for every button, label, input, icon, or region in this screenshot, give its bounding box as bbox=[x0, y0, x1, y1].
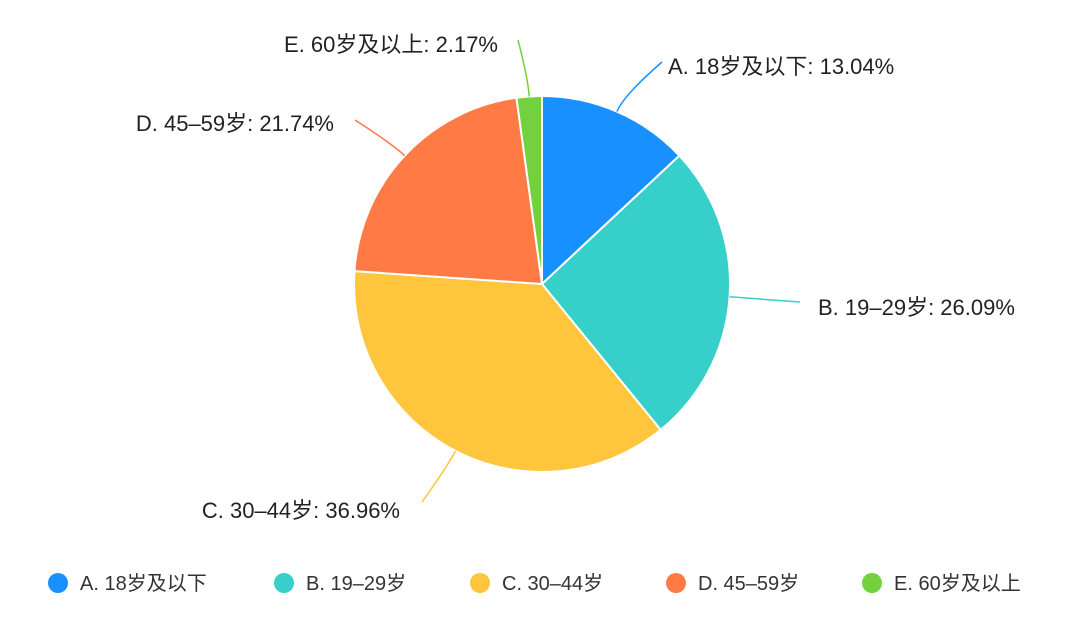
legend-marker-c bbox=[470, 573, 490, 593]
pie-slice-e[interactable] bbox=[515, 94, 543, 285]
data-labels: A. 18岁及以下: 13.04% B. 19–29岁: 26.09% C. 3… bbox=[136, 32, 1015, 523]
leader-line-c bbox=[421, 450, 457, 503]
legend: A. 18岁及以下 B. 19–29岁 C. 30–44岁 D. 45–59岁 … bbox=[48, 572, 1021, 595]
legend-label-a: A. 18岁及以下 bbox=[80, 572, 207, 595]
label-leader-lines bbox=[354, 39, 801, 503]
data-label-b: B. 19–29岁: 26.09% bbox=[818, 295, 1015, 320]
data-label-a: A. 18岁及以下: 13.04% bbox=[668, 54, 894, 79]
leader-line-d bbox=[354, 119, 406, 157]
legend-item-b[interactable]: B. 19–29岁 bbox=[274, 572, 406, 595]
pie-slice-b[interactable] bbox=[540, 154, 731, 432]
legend-item-a[interactable]: A. 18岁及以下 bbox=[48, 572, 207, 595]
legend-marker-e bbox=[862, 573, 882, 593]
pie-slices bbox=[353, 94, 731, 473]
data-label-d: D. 45–59岁: 21.74% bbox=[136, 111, 334, 136]
legend-label-c: C. 30–44岁 bbox=[502, 572, 603, 595]
pie-slice-d[interactable] bbox=[353, 96, 544, 286]
pie-slice-c[interactable] bbox=[353, 270, 663, 473]
legend-label-e: E. 60岁及以上 bbox=[894, 572, 1021, 595]
legend-label-b: B. 19–29岁 bbox=[306, 572, 406, 595]
legend-item-e[interactable]: E. 60岁及以上 bbox=[862, 572, 1021, 595]
leader-line-e bbox=[517, 39, 530, 97]
leader-line-a bbox=[616, 61, 663, 112]
legend-item-d[interactable]: D. 45–59岁 bbox=[666, 572, 799, 595]
leader-line-b bbox=[729, 296, 801, 303]
data-label-c: C. 30–44岁: 36.96% bbox=[202, 498, 400, 523]
legend-marker-a bbox=[48, 573, 68, 593]
legend-marker-b bbox=[274, 573, 294, 593]
legend-marker-d bbox=[666, 573, 686, 593]
data-label-e: E. 60岁及以上: 2.17% bbox=[284, 32, 498, 57]
legend-label-d: D. 45–59岁 bbox=[698, 572, 799, 595]
legend-item-c[interactable]: C. 30–44岁 bbox=[470, 572, 603, 595]
